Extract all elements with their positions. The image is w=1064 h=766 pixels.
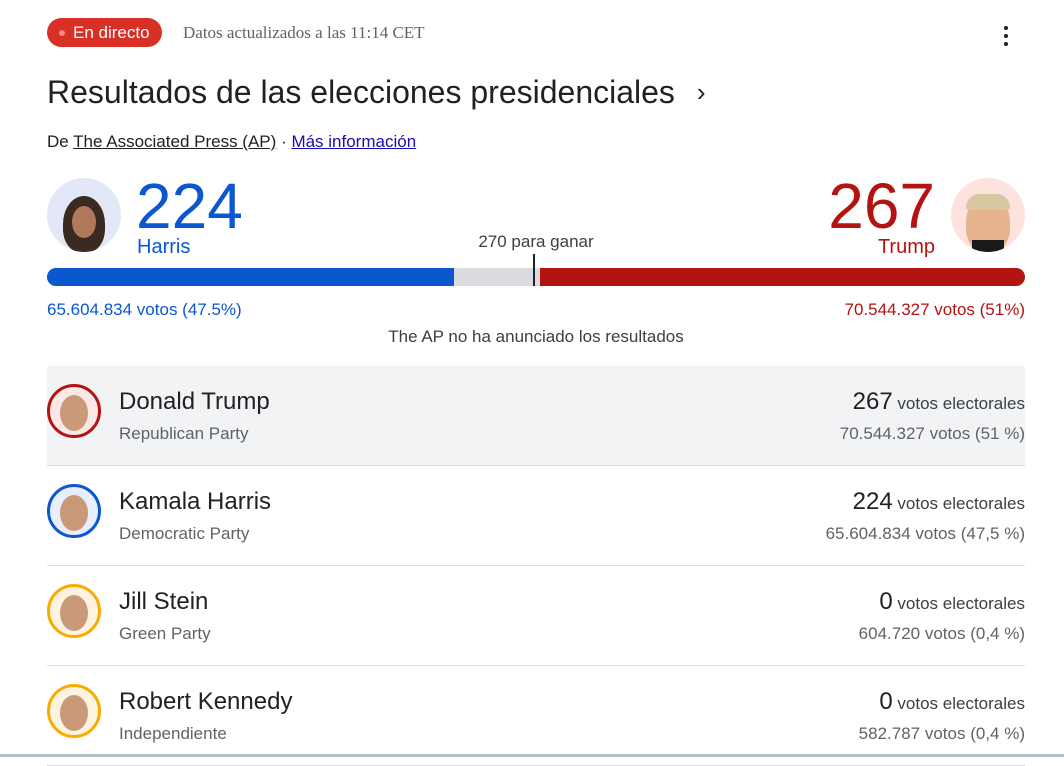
trump-name: Trump (877, 236, 935, 258)
candidate-votes: 65.604.834 votos (47,5 %) (825, 524, 1025, 543)
candidate-avatar (47, 484, 101, 538)
harris-electoral: 224 (136, 170, 243, 242)
threshold-marker (533, 254, 536, 286)
candidate-name: Jill Stein (119, 588, 209, 615)
live-dot-icon (59, 29, 65, 36)
candidate-name: Robert Kennedy (119, 688, 293, 715)
candidate-party: Republican Party (119, 424, 249, 443)
more-options-icon[interactable] (996, 24, 1016, 48)
status-text: The AP no ha anunciado los resultados (388, 327, 684, 346)
candidate-electoral: 267 votos electorales (853, 388, 1025, 416)
trump-votes: 70.544.327 votos (51%) (844, 300, 1025, 319)
candidate-row[interactable]: Jill Stein Green Party 0 votos electoral… (47, 566, 1025, 666)
harris-name: Harris (137, 236, 191, 258)
electoral-label: votos electorales (897, 494, 1025, 513)
electoral-label: votos electorales (897, 694, 1025, 713)
candidate-avatar (47, 684, 101, 738)
electoral-count: 0 (879, 688, 893, 715)
bottom-divider (0, 754, 1064, 757)
candidate-name: Kamala Harris (119, 488, 272, 515)
separator: · (281, 132, 287, 151)
candidate-votes: 70.544.327 votos (51 %) (839, 424, 1025, 443)
harris-photo (47, 178, 121, 252)
page-title[interactable]: Resultados de las elecciones presidencia… (47, 74, 675, 110)
electoral-bar (47, 268, 1025, 286)
candidate-party: Green Party (119, 624, 211, 643)
candidate-electoral: 224 votos electorales (853, 488, 1025, 516)
harris-votes: 65.604.834 votos (47.5%) (47, 300, 242, 319)
candidate-avatar (47, 384, 101, 438)
candidate-party: Democratic Party (119, 524, 250, 543)
electoral-count: 224 (852, 488, 893, 515)
title-row[interactable]: Resultados de las elecciones presidencia… (47, 74, 706, 111)
candidate-electoral: 0 votos electorales (879, 588, 1025, 616)
live-label: En directo (73, 22, 150, 42)
live-badge: En directo (47, 18, 162, 47)
source-link[interactable]: The Associated Press (AP) (73, 132, 277, 151)
updated-time: Datos actualizados a las 11:14 CET (183, 23, 425, 42)
candidate-electoral: 0 votos electorales (879, 688, 1025, 716)
trump-photo (951, 178, 1025, 252)
trump-bar-fill (539, 268, 1025, 286)
trump-electoral: 267 (828, 170, 935, 242)
chevron-right-icon[interactable]: › (696, 77, 706, 107)
candidate-row[interactable]: Donald Trump Republican Party 267 votos … (47, 366, 1025, 466)
candidate-votes: 604.720 votos (0,4 %) (858, 624, 1025, 643)
harris-bar-fill (47, 268, 455, 286)
candidate-party: Independiente (119, 724, 227, 743)
candidate-avatar (47, 584, 101, 638)
electoral-label: votos electorales (897, 394, 1025, 413)
more-info-link[interactable]: Más información (291, 132, 417, 151)
source-prefix: De (47, 132, 69, 151)
electoral-count: 0 (879, 588, 893, 615)
candidate-name: Donald Trump (119, 388, 270, 415)
threshold-label: 270 para ganar (478, 232, 594, 251)
electoral-count: 267 (852, 388, 893, 415)
candidate-row[interactable]: Robert Kennedy Independiente 0 votos ele… (47, 666, 1025, 766)
source-line: De The Associated Press (AP) · Más infor… (47, 132, 416, 152)
candidate-votes: 582.787 votos (0,4 %) (858, 724, 1025, 743)
candidate-row[interactable]: Kamala Harris Democratic Party 224 votos… (47, 466, 1025, 566)
electoral-label: votos electorales (897, 594, 1025, 613)
